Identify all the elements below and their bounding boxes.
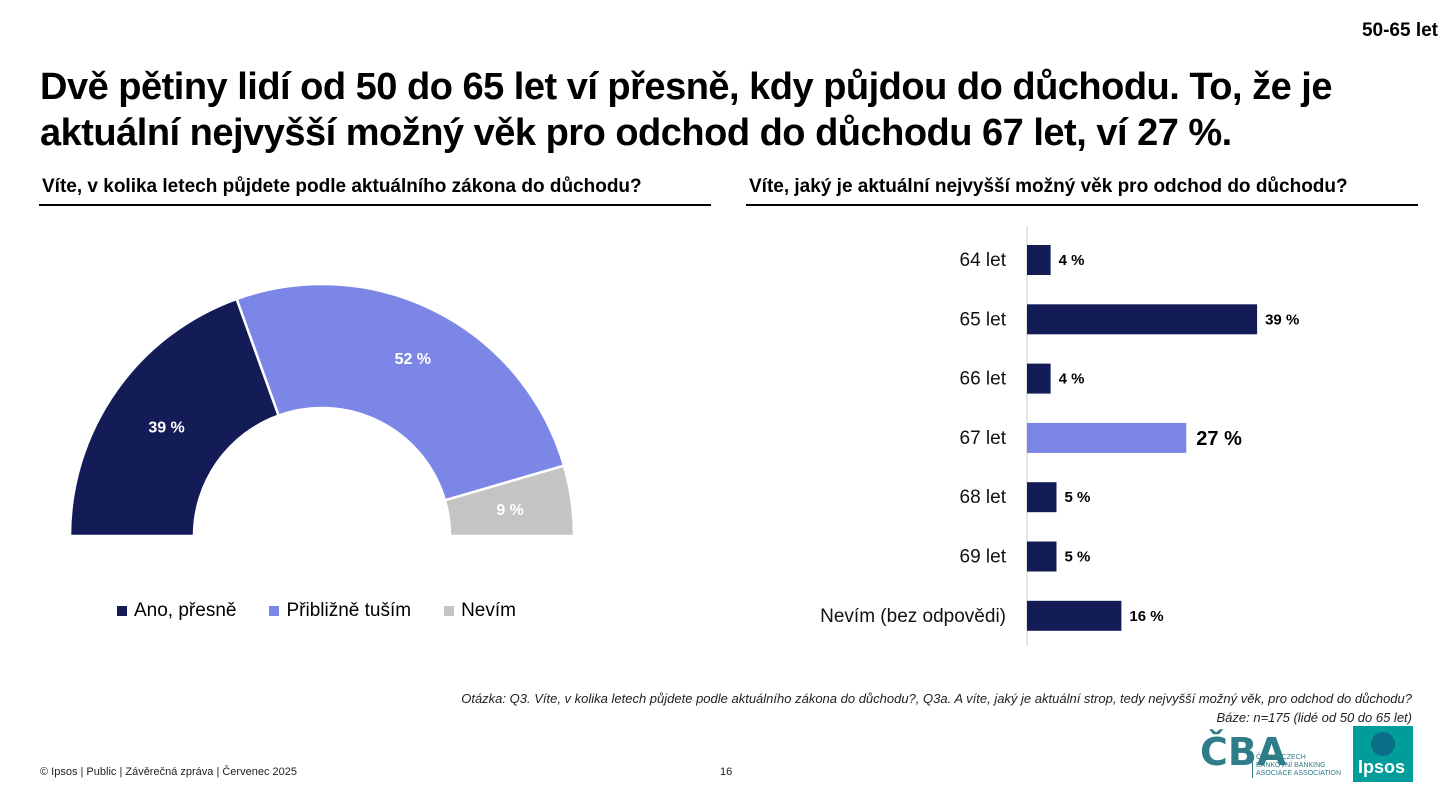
bar — [1027, 304, 1258, 335]
cba-logo-line: BANKOVNÍ BANKING — [1256, 762, 1326, 769]
bar-value-label: 39 % — [1265, 311, 1299, 328]
footnote-base: Báze: n=175 (lidé od 50 do 65 let) — [1216, 710, 1412, 725]
legend-swatch-nevim — [444, 606, 455, 616]
ipsos-logo-mark — [1371, 732, 1395, 756]
half-donut-chart: 39 % 52 % 9 % — [68, 282, 576, 538]
footnote: Otázka: Q3. Víte, v kolika letech půjdet… — [461, 689, 1412, 727]
legend-label-ano: Ano, přesně — [134, 600, 237, 621]
cba-logo: ČBA ČESKÁ CZECH BANKOVNÍ BANKING ASOCIAC… — [1200, 728, 1350, 780]
legend-item-nevim: Nevím — [444, 600, 516, 622]
bar-category-label: 64 let — [960, 250, 1007, 271]
donut-slice-ano — [68, 297, 281, 538]
left-question-title: Víte, v kolika letech půjdete podle aktu… — [39, 176, 711, 206]
bar — [1027, 245, 1051, 275]
donut-label-priblizne: 52 % — [395, 351, 431, 368]
bar-value-label: 16 % — [1129, 608, 1163, 625]
bar-category-label: Nevím (bez odpovědi) — [820, 606, 1006, 627]
bar-chart: 64 let 4 % 65 let 39 % 66 let 4 % 67 let 27 % 68… — [820, 226, 1299, 646]
legend-swatch-priblizne — [269, 606, 280, 616]
cba-logo-line: ASOCIACE ASSOCIATION — [1256, 770, 1342, 777]
bar — [1027, 482, 1057, 513]
donut-slice-nevim — [443, 464, 576, 538]
cba-logo-line: ČESKÁ CZECH — [1256, 754, 1306, 761]
bar — [1027, 422, 1187, 453]
bar-category-label: 69 let — [960, 547, 1007, 568]
donut-legend: Ano, přesně Přibližně tuším Nevím — [117, 600, 549, 622]
donut-slice-priblizne — [235, 282, 566, 502]
legend-item-priblizne: Přibližně tuším — [269, 600, 411, 622]
bar-category-label: 65 let — [960, 309, 1007, 330]
footnote-question: Otázka: Q3. Víte, v kolika letech půjdet… — [461, 691, 1412, 706]
bar-value-label: 5 % — [1065, 549, 1091, 566]
ipsos-logo: Ipsos — [1353, 726, 1413, 782]
age-group-tag: 50-65 let — [1361, 20, 1438, 41]
bar-value-label: 4 % — [1059, 252, 1085, 269]
donut-label-ano: 39 % — [148, 420, 184, 437]
bar — [1027, 600, 1122, 631]
bar-category-label: 66 let — [960, 369, 1007, 390]
cba-logo-mark: ČBA — [1200, 730, 1287, 774]
bar-value-label: 4 % — [1059, 371, 1085, 388]
donut-label-nevim: 9 % — [496, 502, 524, 519]
legend-item-ano: Ano, přesně — [117, 600, 236, 622]
bar-value-label: 5 % — [1065, 489, 1091, 506]
legend-swatch-ano — [117, 606, 127, 616]
headline: Dvě pětiny lidí od 50 do 65 let ví přesn… — [40, 66, 1332, 154]
legend-label-nevim: Nevím — [461, 600, 516, 621]
bar-category-label: 67 let — [960, 428, 1007, 449]
bar — [1027, 363, 1051, 394]
right-question-title: Víte, jaký je aktuální nejvyšší možný vě… — [746, 176, 1418, 206]
ipsos-logo-text: Ipsos — [1358, 757, 1406, 777]
cba-logo-text: ČESKÁ CZECH BANKOVNÍ BANKING ASOCIACE AS… — [1252, 754, 1341, 778]
page-number: 16 — [720, 766, 733, 778]
bar-category-label: 68 let — [960, 487, 1007, 508]
bar-value-label: 27 % — [1196, 428, 1242, 450]
legend-label-priblizne: Přibližně tuším — [286, 600, 412, 621]
bar — [1027, 541, 1057, 572]
footer-copyright: © Ipsos | Public | Závěrečná zpráva | Če… — [40, 766, 297, 778]
